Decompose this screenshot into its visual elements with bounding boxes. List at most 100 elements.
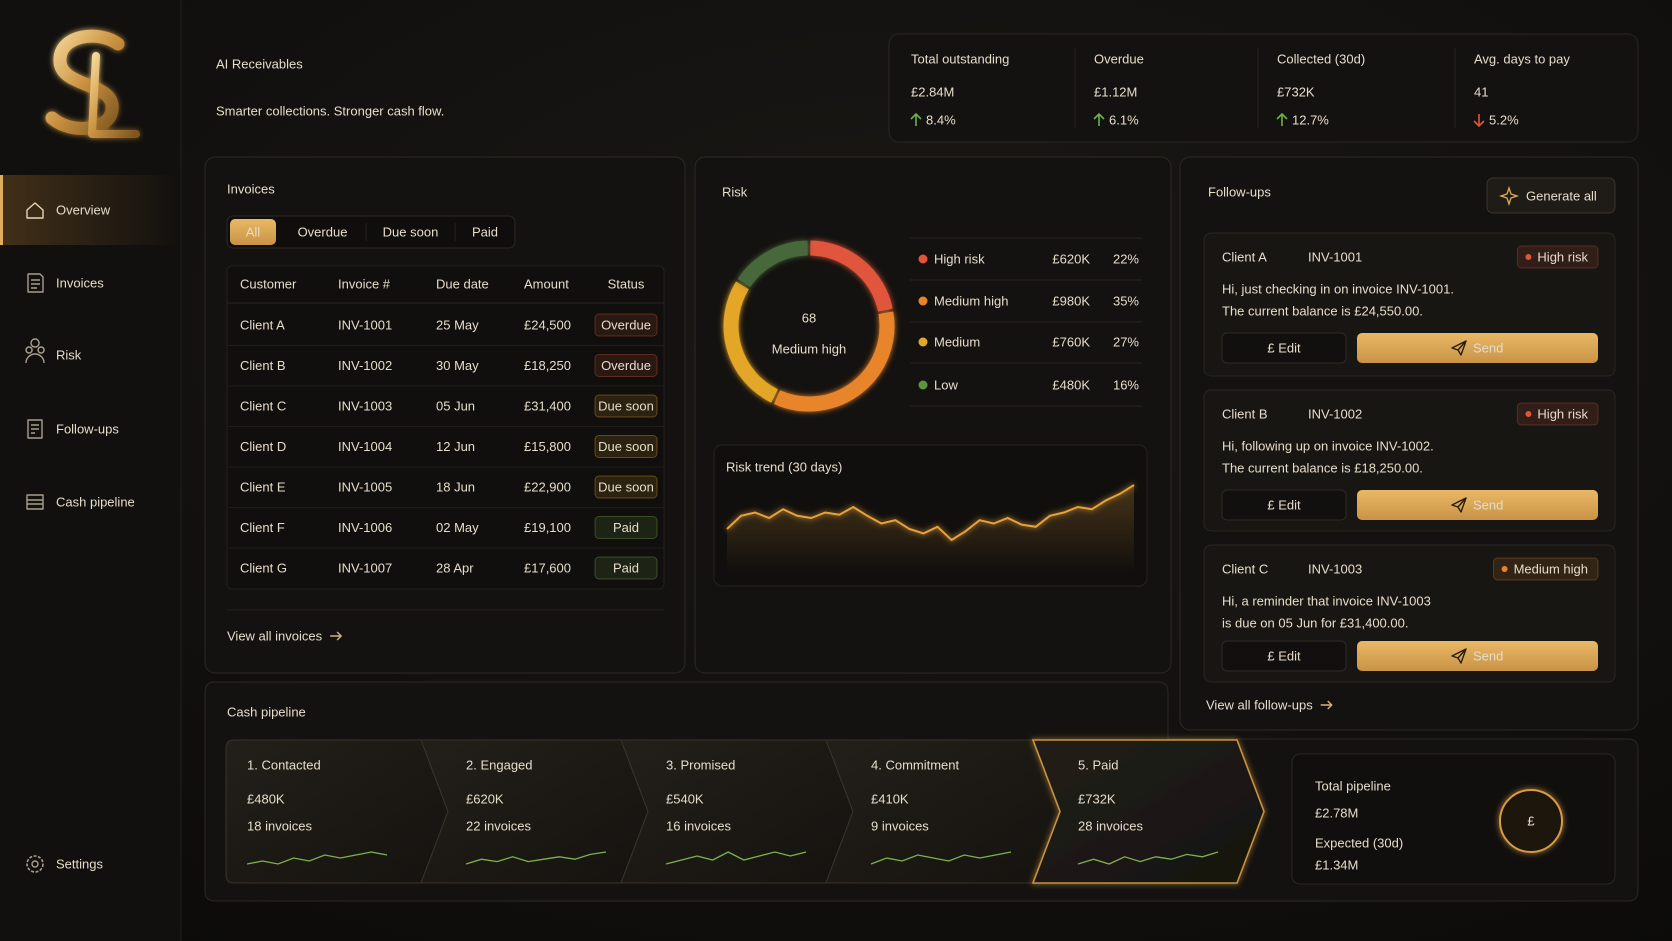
risk-amount: £480K (1052, 378, 1090, 393)
cell: £17,600 (524, 561, 571, 576)
nav-item[interactable]: Follow-ups (27, 419, 119, 439)
message-line: is due on 05 Jun for £31,400.00. (1222, 616, 1408, 631)
settings-icon-core (31, 860, 39, 868)
cell: Client C (240, 399, 286, 414)
stage-count: 16 invoices (666, 819, 732, 834)
tab[interactable]: Overdue (298, 225, 348, 240)
risk-name: Medium (934, 335, 980, 350)
cell: £24,500 (524, 318, 571, 333)
tab[interactable]: All (230, 219, 276, 245)
button-label: Send (1473, 649, 1503, 664)
stage-sparkline (870, 851, 1012, 865)
nav-item[interactable]: Invoices (27, 273, 104, 293)
send-button[interactable]: Send (1357, 490, 1598, 520)
button-bg (1357, 641, 1598, 671)
logo (45, 29, 140, 138)
button-bg (1486, 177, 1616, 214)
nav-label: Settings (56, 857, 103, 872)
trend-area (727, 485, 1134, 572)
nav-label: Cash pipeline (56, 495, 135, 510)
edit-button[interactable]: £ Edit (1221, 332, 1347, 364)
page-title: AI Receivables (216, 57, 303, 72)
status-badge (594, 516, 658, 539)
trend-title: Risk trend (30 days) (726, 460, 842, 475)
nav-active-bar (0, 175, 3, 245)
pipeline-stage (1031, 739, 1265, 884)
kpi-change: 5.2% (1489, 113, 1519, 128)
page-subtitle: Smarter collections. Stronger cash flow. (216, 104, 444, 119)
kpi-panel (888, 33, 1639, 143)
button-label: £ Edit (1267, 498, 1301, 513)
message-line: The current balance is £18,250.00. (1222, 461, 1423, 476)
edit-button[interactable]: £ Edit (1221, 489, 1347, 521)
message-line: Hi, a reminder that invoice INV-1003 (1222, 594, 1431, 609)
button-label: £ Edit (1267, 649, 1301, 664)
nav-icon (27, 419, 43, 439)
legend-dot (918, 254, 928, 264)
nav-item[interactable]: Overview (0, 175, 181, 245)
cell: INV-1002 (338, 358, 392, 373)
cell: 05 Jun (436, 399, 475, 414)
button-label: £ Edit (1267, 341, 1301, 356)
coin-symbol: £ (1527, 814, 1535, 829)
pipeline-stage (420, 739, 649, 884)
tab-active-bg (230, 219, 276, 245)
risk-score: 68 (802, 311, 816, 326)
stage-count: 28 invoices (1078, 819, 1144, 834)
cell: £15,800 (524, 439, 571, 454)
status-badge (594, 394, 658, 418)
cell: INV-1005 (338, 480, 392, 495)
link-arrow (1320, 700, 1333, 710)
stage-amount: £732K (1078, 792, 1116, 807)
button-bg (1221, 640, 1347, 672)
kpi-arrow (1093, 112, 1105, 126)
status-label: Overdue (601, 358, 651, 373)
legend-dot (918, 296, 928, 306)
cell: Client B (240, 358, 286, 373)
client-name: Client B (1222, 407, 1268, 422)
risk-panel (694, 156, 1172, 674)
edit-button[interactable]: £ Edit (1221, 640, 1347, 672)
nav-item[interactable]: Risk (25, 338, 82, 364)
column-header: Amount (524, 277, 569, 292)
status-label: Due soon (598, 480, 654, 495)
stage-amount: £480K (247, 792, 285, 807)
kpi-arrow (1473, 114, 1485, 128)
stage-sparkline (1077, 851, 1219, 865)
tab[interactable]: Paid (454, 223, 498, 241)
panel-title: Follow-ups (1208, 185, 1271, 200)
stage-count: 18 invoices (247, 819, 313, 834)
kpi-arrow (910, 112, 922, 126)
settings-icon (26, 855, 44, 873)
button-bg (1357, 333, 1598, 363)
invoice-id: INV-1002 (1308, 407, 1362, 422)
message-line: Hi, following up on invoice INV-1002. (1222, 439, 1434, 454)
nav-active-bg (0, 175, 181, 245)
stage-amount: £620K (466, 792, 504, 807)
stage-count: 22 invoices (466, 819, 532, 834)
link[interactable]: View all invoices (227, 629, 343, 644)
nav-settings[interactable]: Settings (26, 855, 103, 873)
risk-badge (1516, 245, 1599, 269)
column-header: Due date (436, 277, 489, 292)
link-label: View all follow-ups (1206, 698, 1313, 713)
kpi-label: Avg. days to pay (1474, 52, 1570, 67)
pipeline-stage (225, 739, 449, 884)
status-badge (594, 556, 658, 580)
cell: Client D (240, 439, 286, 454)
risk-badge (1493, 557, 1599, 581)
cell: Client A (240, 318, 285, 333)
cell: 18 Jun (436, 480, 475, 495)
send-button[interactable]: Send (1357, 333, 1598, 363)
risk-pct: 35% (1113, 294, 1139, 309)
column-header: Invoice # (338, 277, 391, 292)
send-button[interactable]: Send (1357, 641, 1598, 671)
nav-label: Invoices (56, 276, 104, 291)
sidebar (0, 0, 181, 941)
table-frame (226, 265, 665, 590)
generate-button[interactable]: Generate all (1486, 177, 1616, 214)
tab[interactable]: Due soon (365, 223, 438, 241)
nav-item[interactable]: Cash pipeline (26, 494, 135, 510)
risk-badge-label: High risk (1537, 407, 1588, 422)
link[interactable]: View all follow-ups (1206, 698, 1333, 713)
